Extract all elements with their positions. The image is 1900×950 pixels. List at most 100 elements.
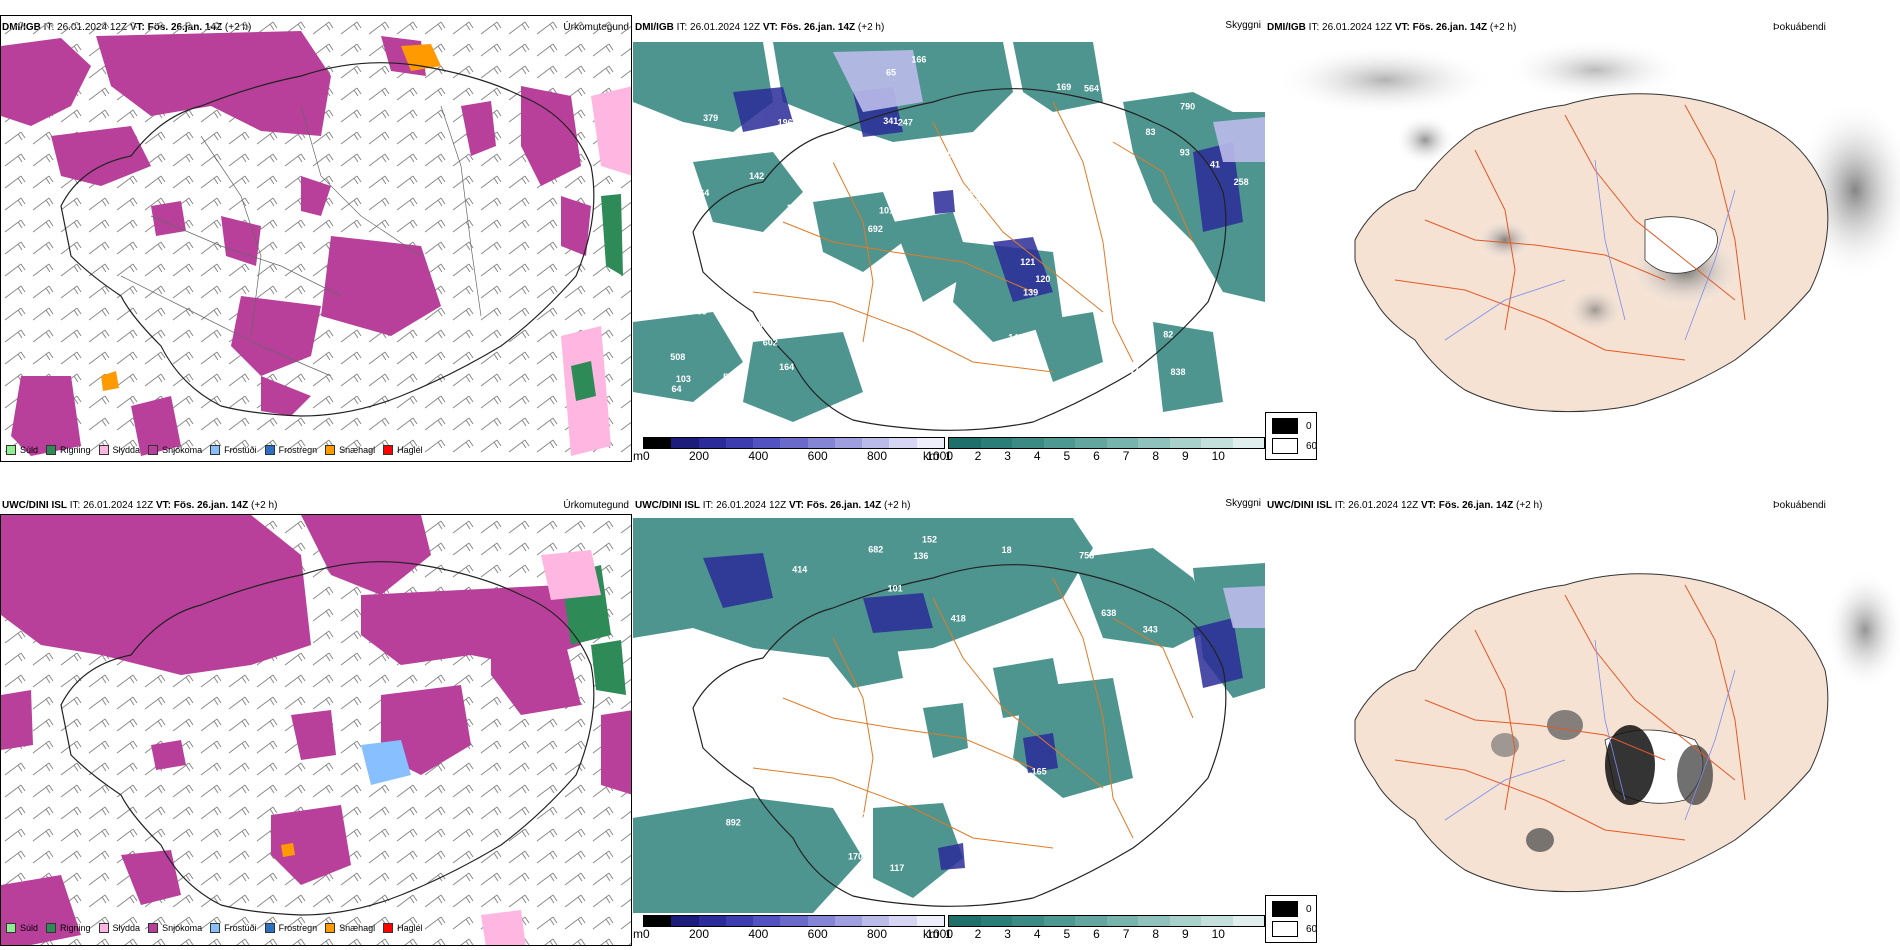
height-tick: 0 [643,927,650,941]
cloud-base-label: 448 [776,673,791,683]
legend-label: Haglél [397,445,423,455]
cloud-base-label: 166 [911,55,926,65]
cloud-base-label: 103 [1115,87,1130,97]
legend-item: Frostregn [264,923,317,933]
vis-tick: 7 [1122,449,1130,463]
cloud-base-label: 258 [1234,177,1249,187]
it-label: IT: [1334,500,1346,511]
vis-unit: km [923,927,939,941]
panel-title: Skyggni [1225,20,1261,31]
legend-label: Súld [20,923,39,933]
fog-swatch [1272,901,1298,917]
panel-title: Skyggni [1225,498,1261,509]
cloud-base-label: 124 [661,158,676,168]
legend-swatch [383,923,394,933]
cloud-map-svg: 838 364 790 692 577 538 341 258 277 547 508 602 247 1… [633,42,1265,431]
vt-label: VT: [155,500,171,511]
panel-header: DMI/IGB IT: 26.01.2024 12Z VT: Fös. 26.j… [635,22,884,33]
cloud-base-label: 892 [726,817,741,827]
model-name: DMI/IGB [635,22,674,33]
panel-header: UWC/DINI ISL IT: 26.01.2024 12Z VT: Fös.… [1267,500,1542,511]
fog-legend-label: 0 [1306,420,1312,432]
vis-color-cell [1012,438,1044,448]
legend-label: Súld [20,445,39,455]
precip-legend: Súld Rigning Slydda Snjókoma Frostúði Fr… [6,923,423,933]
height-unit: m [633,927,643,941]
cloud-base-label: 602 [763,338,778,348]
cloud-base-label: 149 [1008,333,1023,343]
precip-panel-row2: UWC/DINI ISL IT: 26.01.2024 12Z VT: Fös.… [0,490,633,950]
it-label: IT: [1308,22,1320,33]
height-tick: 1000 [926,927,953,941]
vis-color-cell [1232,438,1264,448]
height-tick: 600 [807,927,828,941]
vis-color-cell [1106,916,1138,926]
cloud-base-label: 564 [1084,84,1099,94]
vis-color-cell [1169,916,1201,926]
vis-ticks: 1 2 3 4 5 6 7 8 9 10 [945,927,1225,941]
it-value: 26.01.2024 12Z [1348,500,1419,511]
height-color-cell [671,438,699,448]
legend-swatch [325,445,336,455]
fog-map [1265,40,1900,460]
vis-tick: 6 [1093,927,1100,941]
vis-color-cell [1201,916,1233,926]
model-name: UWC/DINI ISL [635,500,700,511]
precip-map [0,514,632,946]
vt-value: Fös. 26.jan. 14Z [780,22,856,33]
cloud-base-label: 258 [942,149,957,159]
vis-color-cell [1169,438,1201,448]
legend-swatch [264,923,275,933]
legend-label: Frostregn [278,445,318,455]
height-tick: 200 [688,927,710,941]
vis-tick: 4 [1033,449,1041,463]
vis-color-cell [1201,438,1233,448]
cloud-base-label: 162 [965,187,980,197]
height-color-cell [671,916,699,926]
vis-color-cell [949,916,981,926]
cloud-base-label: 597 [1126,809,1141,819]
it-label: IT: [676,22,688,33]
cloud-base-label: 196 [778,118,793,128]
height-colorbar [643,915,945,927]
legend-item: Snjókoma [148,445,202,455]
vis-tick: 9 [1182,449,1189,463]
height-color-cell [834,438,863,448]
legend-label: Frostúði [224,923,257,933]
vis-tick: 3 [1004,927,1011,941]
legend-label: Haglél [397,923,423,933]
legend-label: Snæhagl [339,923,376,933]
cloud-panel-row2: UWC/DINI ISL IT: 26.01.2024 12Z VT: Fös.… [633,490,1265,950]
height-colorbar [643,437,945,449]
height-color-cell [862,438,890,448]
panel-title: Úrkomutegund [563,500,629,511]
height-color-cell [725,916,754,926]
height-tick: 400 [748,449,769,463]
vis-tick: 8 [1152,927,1160,941]
cloud-base-label: 82 [1163,330,1173,340]
cloud-base-label: 170 [848,851,863,861]
fog-legend-label: 60 [1306,440,1318,452]
height-color-cell [753,438,781,448]
cloud-base-label: 41 [1210,159,1220,169]
cloud-base-label: 103 [676,374,691,384]
vis-tick: 2 [974,927,982,941]
cloud-base-label: 743 [947,687,962,697]
panel-header: DMI/IGB IT: 26.01.2024 12Z VT: Fös. 26.j… [1267,22,1516,33]
cloud-base-label: 343 [1143,625,1158,635]
vt-value: Fös. 26.jan. 14Z [1438,500,1514,511]
cloud-base-label: 414 [792,565,807,575]
cloud-base-label: 815 [760,741,775,751]
vis-color-cell [1043,438,1075,448]
vis-tick: 4 [1033,927,1041,941]
precip-map-svg [1,16,631,461]
vt-value: Fös. 26.jan. 14Z [173,500,249,511]
vis-tick: 6 [1093,449,1100,463]
legend-swatch [325,923,336,933]
cloud-map-svg: 892 758 414 638 394 448 815 733 343 234 714 152 165 7… [633,518,1265,913]
it-label: IT: [69,500,81,511]
legend-item: Frostúði [210,445,257,455]
vt-label: VT: [1420,500,1436,511]
legend-label: Snjókoma [162,445,203,455]
height-color-cell [780,916,808,926]
